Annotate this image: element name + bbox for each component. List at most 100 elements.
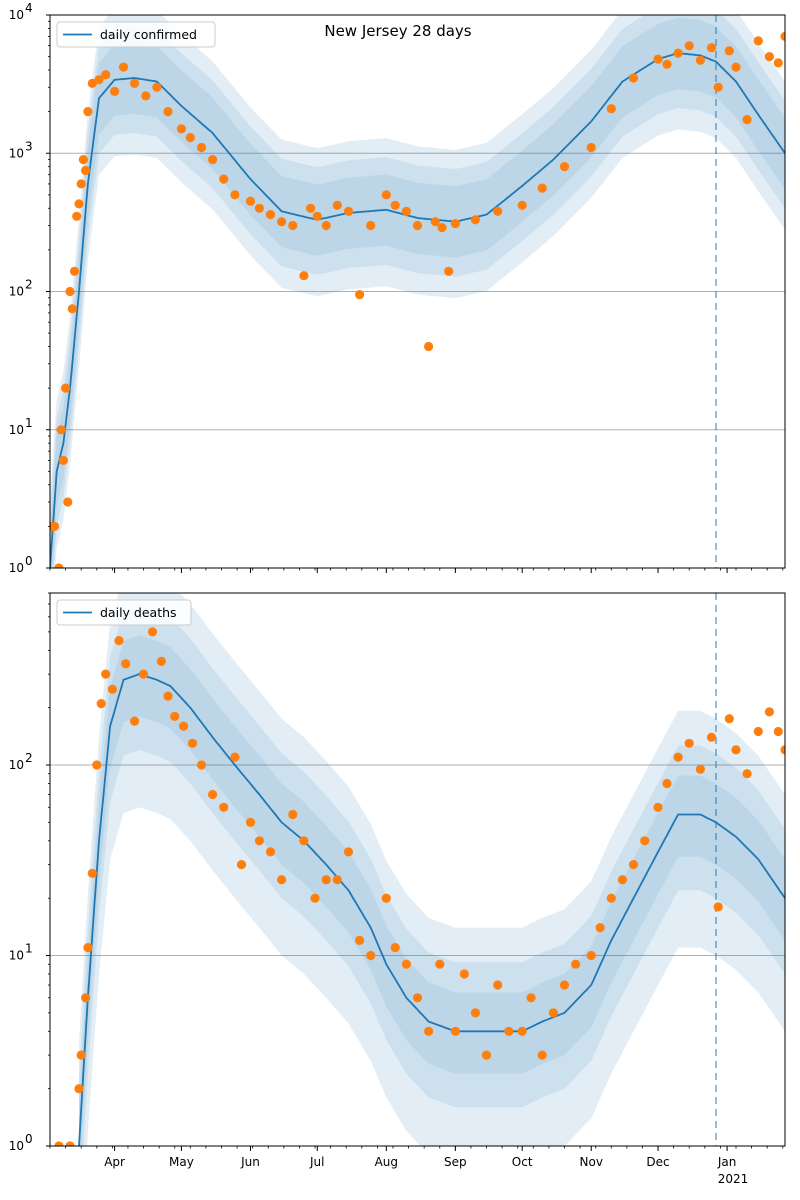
data-point [724,46,734,56]
data-point [83,943,93,953]
data-point [236,860,247,870]
data-point [312,211,322,221]
data-point [163,107,173,117]
x-tick-label: Jan [717,1155,737,1169]
data-point [50,521,60,531]
data-point [76,179,86,189]
model-line [78,673,785,1146]
y-tick-exponent: 0 [25,554,33,568]
y-tick-exponent: 4 [25,1,33,15]
confirmed-x-ticks [49,568,784,573]
data-point [724,714,734,724]
data-point [96,699,106,709]
confidence-band [79,593,785,1146]
legend-label-confirmed: daily confirmed [100,27,197,42]
confidence-band [79,635,785,1146]
data-point [764,707,775,717]
data-point [684,41,694,51]
data-point [381,190,391,200]
data-point [412,220,423,231]
data-point [245,817,256,828]
confidence-band [50,15,785,568]
data-point [430,217,440,227]
data-point [138,669,149,679]
data-point [606,104,616,114]
x-tick-label: Jul [309,1155,324,1169]
deaths-gridlines [50,764,785,957]
x-tick-label: Jun [240,1155,260,1169]
data-point [343,206,354,216]
data-point [152,82,162,92]
data-point [470,215,480,225]
data-point [94,75,104,85]
data-point [230,752,240,762]
data-point [450,1026,460,1036]
x-tick-label: Oct [512,1155,533,1169]
confirmed-confidence-bands [50,15,785,568]
data-point [424,341,434,352]
data-point [277,875,287,885]
data-point [412,993,423,1003]
x-tick-label: May [169,1155,194,1169]
data-point [170,711,180,722]
data-point [444,266,454,276]
data-point [185,132,195,143]
data-point [595,923,605,933]
data-point [56,425,66,435]
confirmed-legend: daily confirmed [56,21,216,48]
data-point [435,959,445,969]
data-point [147,627,158,637]
data-point [277,217,287,227]
data-point [640,836,650,846]
data-point [81,165,91,176]
x-tick-label: Aug [375,1155,398,1169]
data-point [773,58,783,68]
y-tick-exponent: 3 [25,139,33,153]
data-point [310,893,320,903]
data-point [764,52,775,62]
data-point [366,220,376,231]
data-point [332,200,342,210]
data-point [684,738,694,748]
data-point [332,875,342,885]
x-tick-label: Dec [646,1155,669,1169]
legend-label-deaths: daily deaths [100,605,177,620]
data-point [559,980,570,990]
data-point [753,36,763,46]
deaths-observed-points [54,627,785,1146]
data-point [299,836,309,846]
x-tick-label: Sep [444,1155,467,1169]
data-point [548,1008,559,1018]
data-point [72,211,82,221]
x-tick-label: Apr [104,1155,125,1169]
data-point [187,738,198,748]
y-tick-label: 10 [9,1139,24,1153]
data-point [92,760,102,770]
data-point [83,107,93,117]
y-tick-label: 10 [9,949,24,963]
data-point [662,778,672,789]
data-point [343,847,354,857]
data-point [731,62,741,72]
data-point [65,286,75,297]
data-point [481,1050,492,1060]
data-point [265,210,276,220]
data-point [141,91,151,101]
data-point [179,721,189,731]
data-point [110,86,120,96]
data-point [424,1026,434,1036]
data-point [731,745,741,755]
data-point [713,902,723,912]
data-point [176,124,186,134]
data-point [156,656,166,667]
data-point [254,836,264,846]
data-point [706,732,717,742]
y-tick-label: 10 [9,758,24,772]
data-point [163,691,173,701]
data-point [321,220,331,231]
data-point [76,1050,86,1060]
data-point [67,304,77,314]
y-tick-exponent: 2 [25,278,33,292]
